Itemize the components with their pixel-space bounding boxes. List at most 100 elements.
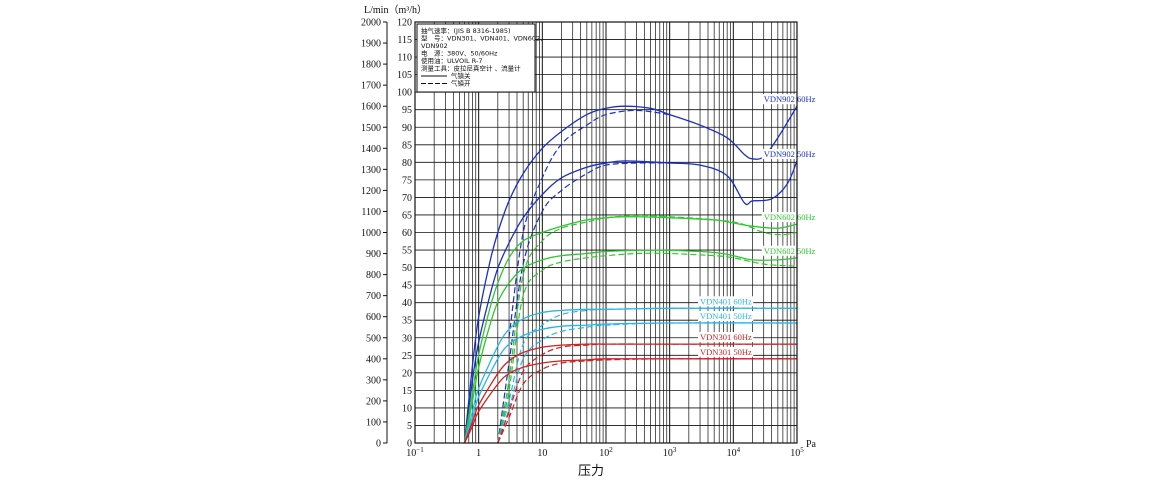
series-label: VDN602 60Hz [764,212,816,222]
y-right-tick-label: 55 [402,246,412,257]
y-left-tick-label: 1800 [361,60,381,71]
series-label-background [698,296,754,307]
y-right-tick-label: 75 [402,175,412,186]
series-line-solid [463,160,798,444]
series-line-solid [463,322,798,444]
x-tick-label: 105 [790,446,804,459]
y-right-tick-label: 85 [402,140,412,151]
y-left-tick-label: 0 [376,439,381,450]
legend-solid-label: 气镇关 [451,71,471,80]
y-left-tick-label: 1700 [361,81,381,92]
chart-series: VDN902 60Hz VDN902 50Hz VDN602 60Hz VDN602 … [463,94,817,444]
series-line-dashed [497,252,798,444]
x-axis-title: 压力 [578,464,604,479]
legend-dashed-label: 气镇开 [451,79,471,88]
y-right-tick-label: 115 [397,35,412,46]
y-left-tick-label: 1600 [361,102,381,113]
series-line-dashed [497,358,798,444]
y-right-tick-label: 120 [397,18,412,29]
y-left-tick-label: 300 [366,375,381,386]
y-left-tick-label: 400 [366,354,381,365]
series-line-solid [463,105,798,444]
series-line-dashed [497,307,798,444]
y-right-tick-label: 90 [402,123,412,134]
series-line-solid [463,249,798,444]
y-right-tick-label: 25 [402,351,412,362]
y-right-tick-label: 60 [402,228,412,239]
series-label-background [698,311,754,322]
series-line-solid [463,307,798,444]
y-right-tick-label: 5 [407,421,412,432]
legend-line: 型 号：VDN301、VDN401、VDN602、 [421,34,547,43]
series-label: VDN401 50Hz [700,311,752,321]
x-tick-label: 102 [599,446,613,459]
series-label-background [761,94,817,105]
y-left-tick-label: 1900 [361,39,381,50]
series-label: VDN301 50Hz [700,347,752,357]
x-axis-unit-label: Pa [806,439,817,450]
x-tick-label: 103 [663,446,677,459]
x-tick-label: 1 [476,448,481,459]
y-right-tick-label: 65 [402,210,412,221]
y-axis-unit-label: L/min（m³/h） [364,4,427,16]
y-left-tick-label: 1500 [361,123,381,134]
series-label-background [698,332,754,343]
series-label: VDN902 60Hz [764,94,816,104]
y-left-tick-label: 1300 [361,165,381,176]
legend-line: 测量工具：皮拉尼真空计 、流量计 [421,64,521,73]
y-right-tick-label: 110 [397,53,412,64]
x-tick-label: 10 [537,448,547,459]
legend-line: VDN902 [421,42,448,50]
y-right-tick-label: 30 [402,333,412,344]
y-left-tick-label: 1000 [361,228,381,239]
y-right-tick-label: 20 [402,368,412,379]
series-label: VDN301 60Hz [700,332,752,342]
y-right-tick-label: 70 [402,193,412,204]
y-left-tick-label: 200 [366,396,381,407]
y-left-tick-label: 1200 [361,186,381,197]
y-left-tick-label: 1100 [361,207,381,218]
series-label: VDN602 50Hz [764,246,816,256]
y-left-tick-label: 600 [366,312,381,323]
y-right-tick-label: 50 [402,263,412,274]
x-tick-label: 10−1 [406,446,424,459]
y-left-tick-label: 900 [366,249,381,260]
series-line-dashed [497,343,797,444]
y-left-tick-label: 500 [366,333,381,344]
series-label-background [761,245,817,256]
series-line-dashed [497,162,670,444]
y-right-tick-label: 105 [397,70,412,81]
y-left-tick-label: 700 [366,291,381,302]
plot-frame [414,21,798,444]
y-left-tick-label: 1400 [361,144,381,155]
y-left-tick-label: 800 [366,270,381,281]
y-left-tick-label: 100 [366,417,381,428]
chart-legend: 抽气速率：(JIS B 8316-1985)型 号：VDN301、VDN401、… [416,23,547,93]
series-label: VDN401 60Hz [700,296,752,306]
y-left-tick-label: 2000 [361,18,381,29]
y-right-tick-label: 0 [407,439,412,450]
series-line-solid [463,216,798,444]
y-right-tick-label: 95 [402,105,412,116]
chart-axes: 0100200300400500600700800900100011001200… [361,18,804,460]
series-line-dashed [497,322,798,444]
legend-line: 抽气速率：(JIS B 8316-1985) [421,26,511,35]
series-label: VDN902 50Hz [764,149,816,159]
y-right-tick-label: 35 [402,316,412,327]
y-right-tick-label: 10 [402,403,412,414]
legend-line: 使用油：ULVOIL R-7 [421,56,482,65]
series-label-background [761,148,817,159]
y-right-tick-label: 45 [402,281,412,292]
y-right-tick-label: 100 [397,88,412,99]
legend-line: 电 源：380V、50/60Hz [421,49,498,58]
y-right-tick-label: 80 [402,158,412,169]
x-tick-label: 104 [727,446,741,459]
series-label-background [698,346,754,357]
y-right-tick-label: 15 [402,386,412,397]
series-line-solid [463,358,797,444]
series-label-background [761,212,817,223]
legend-box [416,23,536,93]
y-right-tick-label: 40 [402,298,412,309]
series-line-dashed [508,109,670,338]
